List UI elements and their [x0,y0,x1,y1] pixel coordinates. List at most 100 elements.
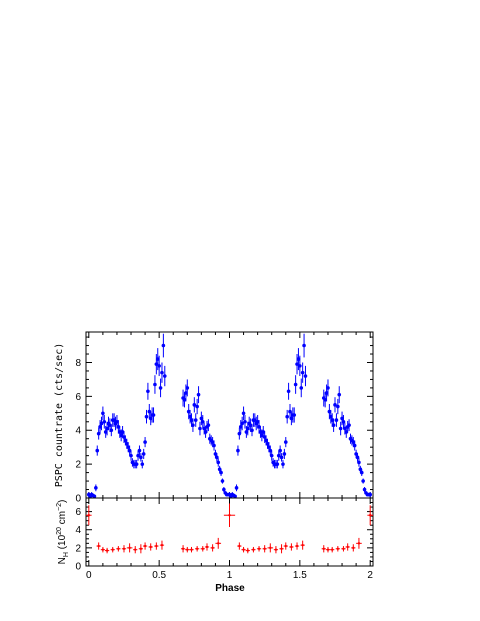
countrate-data-point [217,465,222,473]
countrate-data-point [241,406,246,421]
nh-marker [326,548,330,551]
nh-marker [269,546,272,550]
nh-data-point [86,505,92,526]
nh-data-point [154,542,159,550]
countrate-marker [206,423,211,427]
countrate-data-point [182,392,187,408]
nh-marker [211,546,214,550]
countrate-data-point [331,418,336,432]
countrate-data-point [162,365,167,387]
countrate-marker [333,403,337,407]
countrate-marker [95,448,100,453]
nh-data-point [223,503,236,528]
countrate-data-point [295,354,299,375]
nh-data-point [180,545,186,553]
nh-data-point [210,544,215,552]
phase-x-tick-label: 0.5 [152,570,166,581]
nh-data-point [300,540,305,550]
countrate-marker [299,386,304,390]
countrate-marker [275,462,280,466]
countrate-marker [283,440,288,444]
countrate-data-point [276,450,281,461]
countrate-data-point [127,445,132,456]
countrate-marker [134,462,139,466]
nh-data-point [142,542,148,550]
countrate-data-point [120,426,125,438]
nh-data-point [367,505,373,526]
countrate-marker [99,421,104,426]
countrate-data-point [216,458,221,467]
nh-data-point [237,542,242,550]
countrate-data-point [148,411,153,426]
countrate-marker [123,438,128,443]
nh-data-point [267,543,274,553]
countrate-data-point [368,492,372,498]
countrate-marker [162,374,167,378]
countrate-marker [112,418,116,422]
countrate-y-tick-labels: 0 2 4 6 8 [75,358,81,505]
countrate-data-point [200,415,205,429]
countrate-marker [195,404,199,409]
countrate-data-point [193,413,198,427]
countrate-marker [140,462,145,466]
countrate-marker [124,441,129,446]
countrate-marker [119,433,123,438]
countrate-marker [233,494,237,499]
countrate-marker [234,486,239,490]
countrate-data-point [261,426,266,438]
nh-data-point [356,537,362,549]
countrate-data-point [344,426,349,438]
countrate-y-tick-label: 0 [75,494,81,505]
countrate-marker [198,426,202,431]
nh-data-point [294,542,300,550]
countrate-marker [184,391,188,395]
countrate-marker [327,409,332,414]
nh-data-point [273,546,279,554]
countrate-data-point [102,415,107,429]
countrate-marker [222,487,226,492]
countrate-marker [267,445,271,449]
countrate-marker [240,421,244,426]
countrate-marker [298,364,302,368]
nh-series [86,503,373,554]
countrate-marker [357,460,361,465]
nh-marker [228,514,231,517]
phase-x-tick-label: 0 [86,570,92,581]
nh-data-point [104,547,110,554]
countrate-marker [182,397,187,402]
nh-marker [155,544,158,548]
countrate-data-point [328,409,333,424]
countrate-data-point [141,448,146,460]
countrate-marker [302,343,306,348]
nh-marker [134,548,137,551]
nh-marker [149,545,152,549]
countrate-data-point [144,409,149,424]
nh-data-point [351,544,356,552]
countrate-data-point [292,407,297,423]
nh-marker [105,549,109,552]
countrate-marker [368,492,372,497]
countrate-marker [255,419,260,424]
countrate-data-point [334,413,339,427]
countrate-marker [189,418,194,422]
nh-marker [295,544,299,548]
countrate-data-point [293,375,298,394]
countrate-marker [295,362,299,366]
nh-data-point [110,546,115,553]
countrate-marker [340,416,344,421]
nh-marker [217,542,220,545]
nh-data-point [96,542,101,550]
countrate-marker [245,426,250,431]
nh-marker [357,542,361,545]
countrate-marker [336,404,340,409]
countrate-marker [148,416,153,421]
countrate-marker [300,370,305,375]
countrate-marker [236,448,240,453]
nh-marker [201,547,204,550]
nh-data-point [341,546,346,552]
nh-data-point [256,546,262,552]
nh-marker [143,544,147,548]
countrate-marker [217,467,222,472]
countrate-marker [296,357,301,361]
countrate-data-point [206,419,211,432]
